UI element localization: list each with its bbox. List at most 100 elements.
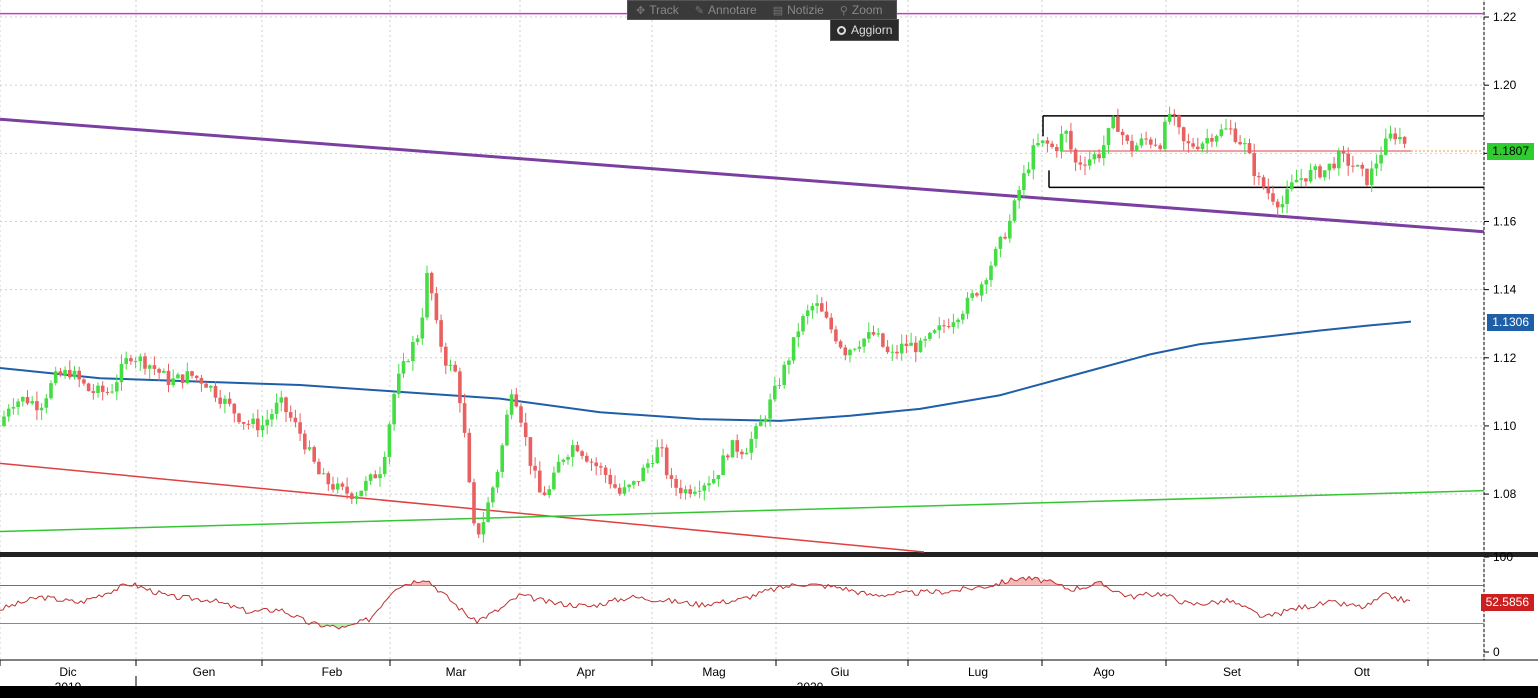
zoom-button[interactable]: ⚲ Zoom: [832, 3, 891, 17]
candle-body: [820, 303, 824, 312]
candle-body: [420, 317, 425, 339]
indicator-tick-label: 100: [1493, 550, 1513, 564]
candle-body: [556, 461, 561, 473]
candle-body: [942, 325, 946, 327]
time-tick-label: Ott: [1354, 665, 1371, 679]
candle-body: [965, 297, 970, 314]
candle-body: [669, 475, 674, 479]
candle-body: [538, 470, 542, 493]
magnifier-icon: ⚲: [839, 4, 848, 17]
price-tick-label: 1.08: [1493, 487, 1517, 501]
candle-body: [303, 433, 307, 450]
candle-body: [566, 456, 570, 460]
candle-body: [82, 379, 86, 384]
candle-body: [1290, 182, 1294, 190]
candle-body: [176, 374, 180, 379]
candle-body: [401, 361, 406, 374]
candle-body: [392, 393, 396, 425]
candle-body: [763, 418, 768, 423]
candle-body: [730, 440, 735, 458]
candle-body: [204, 383, 208, 388]
time-tick-label: Ago: [1093, 665, 1115, 679]
candle-body: [970, 293, 974, 298]
candle-body: [1017, 189, 1021, 201]
candle-body: [909, 342, 913, 346]
candle-body: [16, 401, 20, 408]
candle-body: [589, 461, 594, 463]
candle-body: [509, 394, 514, 415]
candle-body: [542, 492, 547, 496]
crosshair-icon: ✥: [636, 4, 646, 17]
candle-body: [162, 370, 166, 373]
candle-body: [1083, 164, 1087, 166]
candle-body: [199, 378, 204, 384]
candle-body: [1337, 151, 1341, 169]
candle-body: [716, 475, 721, 480]
candle-body: [411, 341, 415, 362]
candle-body: [956, 319, 960, 323]
candle-body: [129, 358, 133, 362]
news-button[interactable]: ▤ Notizie: [765, 3, 832, 17]
candle-body: [1384, 138, 1388, 155]
candle-body: [246, 423, 251, 425]
candle-body: [1285, 189, 1289, 205]
candle-body: [1153, 144, 1158, 146]
annotate-button[interactable]: ✎ Annotare: [687, 3, 765, 17]
candle-body: [86, 383, 91, 392]
candle-body: [918, 340, 923, 353]
time-tick-label: Apr: [577, 665, 596, 679]
candle-body: [857, 346, 862, 349]
candle-body: [580, 451, 584, 456]
candle-body: [707, 483, 711, 486]
candle-body: [1097, 154, 1101, 159]
candle-body: [185, 371, 190, 384]
candle-body: [77, 370, 81, 380]
candle-body: [124, 358, 128, 364]
candle-body: [852, 348, 857, 350]
candle-body: [213, 385, 218, 398]
candle-body: [1149, 139, 1153, 145]
candle-body: [961, 313, 965, 320]
candle-body: [867, 332, 871, 339]
candle-body: [274, 402, 279, 414]
candle-body: [434, 293, 439, 321]
trendline: [0, 117, 1485, 234]
candle-body: [1059, 133, 1064, 152]
candle-body: [979, 284, 984, 296]
trendline: [0, 462, 925, 553]
candle-body: [787, 360, 791, 365]
news-icon: ▤: [772, 4, 784, 17]
candle-body: [735, 440, 739, 452]
candle-body: [6, 408, 11, 417]
candle-body: [331, 484, 335, 490]
candle-body: [627, 484, 631, 488]
chart-toolbar: ✥ Track ✎ Annotare ▤ Notizie ⚲ Zoom: [627, 0, 897, 20]
candle-body: [1280, 204, 1285, 208]
candle-body: [152, 365, 157, 369]
candle-body: [96, 385, 100, 394]
candle-body: [1125, 135, 1130, 141]
candle-body: [345, 486, 349, 494]
candle-body: [11, 407, 16, 409]
candle-body: [697, 490, 702, 492]
candle-body: [1214, 135, 1219, 142]
candle-body: [754, 426, 758, 439]
indicator-value-tag: 52.5856: [1480, 594, 1534, 612]
candle-body: [749, 438, 754, 453]
candle-body: [594, 462, 598, 467]
candle-body: [1327, 163, 1332, 171]
time-axis-panel: [0, 660, 1538, 686]
candle-body: [881, 333, 885, 347]
candle-body: [406, 361, 410, 363]
candle-body: [1158, 145, 1162, 149]
track-button[interactable]: ✥ Track: [628, 3, 687, 17]
candle-body: [693, 491, 697, 494]
candle-body: [439, 320, 443, 347]
price-tick-label: 1.12: [1493, 351, 1517, 365]
update-button[interactable]: Aggiorn: [830, 19, 900, 41]
candle-body: [373, 474, 378, 479]
candle-body: [1369, 168, 1374, 185]
candle-body: [35, 401, 39, 411]
candle-body: [702, 485, 707, 491]
